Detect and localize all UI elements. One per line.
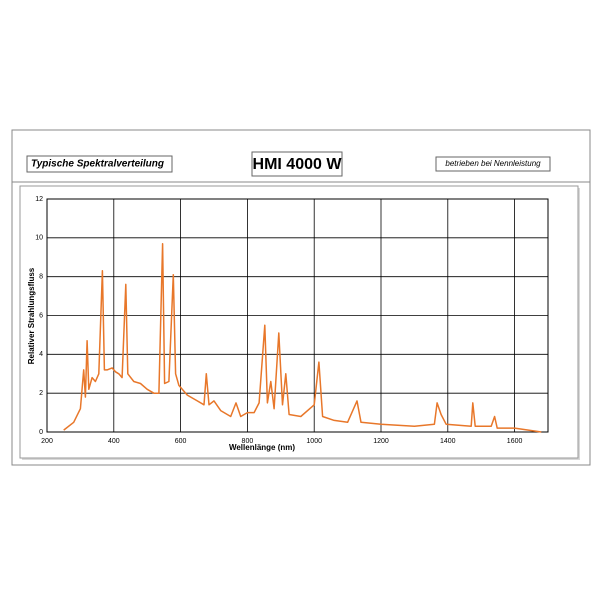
subtitle-box — [26, 155, 173, 173]
annotation-box — [435, 156, 551, 172]
y-tick-label: 4 — [39, 351, 43, 358]
title-box — [251, 151, 343, 177]
y-tick-label: 2 — [39, 390, 43, 397]
y-tick-label: 6 — [39, 312, 43, 319]
y-tick-label: 8 — [39, 274, 43, 281]
x-tick-label: 1200 — [373, 438, 389, 445]
y-tick-label: 12 — [35, 196, 43, 203]
x-tick-label: 1600 — [507, 438, 523, 445]
y-tick-label: 10 — [35, 235, 43, 242]
annotation: betrieben bei Nennleistung — [445, 159, 541, 168]
x-tick-label: 400 — [108, 438, 120, 445]
x-axis-label: Wellenlänge (nm) — [229, 443, 295, 452]
spectrum-line — [63, 242, 542, 433]
x-tick-label: 1400 — [440, 438, 456, 445]
x-tick-label: 600 — [175, 438, 187, 445]
y-tick-label: 0 — [39, 429, 43, 436]
x-tick-label: 800 — [242, 438, 254, 445]
y-axis-label: Relativer Strahlungsfluss — [27, 267, 36, 364]
chart-title: HMI 4000 W — [253, 156, 343, 173]
subtitle: Typische Spektralverteilung — [31, 159, 164, 170]
x-tick-label: 1000 — [306, 438, 322, 445]
x-tick-label: 200 — [41, 438, 53, 445]
